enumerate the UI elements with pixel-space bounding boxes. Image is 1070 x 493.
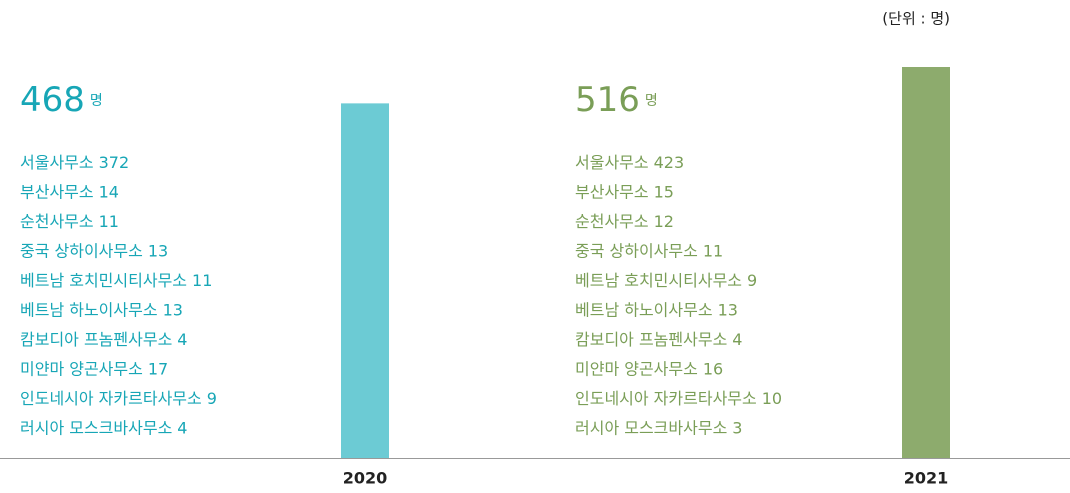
total-value: 468 명 [20,80,103,120]
office-row: 캄보디아 프놈펜사무소 4 [575,330,742,349]
office-count: 9 [747,271,757,290]
office-name: 서울사무소 [575,153,649,172]
office-row: 중국 상하이사무소 13 [20,241,168,260]
office-name: 중국 상하이사무소 [575,241,698,260]
office-name: 베트남 하노이사무소 [575,300,713,319]
office-row: 베트남 하노이사무소 13 [20,300,183,319]
office-name: 부산사무소 [575,182,649,201]
office-count: 11 [192,271,212,290]
office-name: 베트남 호치민시티사무소 [575,271,742,290]
office-count: 10 [762,389,782,408]
office-row: 인도네시아 자카르타사무소 9 [20,389,217,408]
office-name: 미얀마 양곤사무소 [20,359,143,378]
office-row: 베트남 호치민시티사무소 11 [20,271,212,290]
office-count: 4 [177,418,187,437]
office-count: 12 [654,212,674,231]
office-row: 캄보디아 프놈펜사무소 4 [20,330,187,349]
office-row: 러시아 모스크바사무소 4 [20,418,187,437]
office-count: 4 [177,330,187,349]
office-row: 부산사무소 15 [575,182,674,201]
office-name: 서울사무소 [20,153,94,172]
bar [902,67,950,458]
total-number: 468 [20,80,85,120]
total-number: 516 [575,80,640,120]
office-name: 캄보디아 프놈펜사무소 [20,330,172,349]
office-name: 순천사무소 [575,212,649,231]
unit-label: (단위 : 명) [882,10,950,28]
total-unit: 명 [90,93,103,109]
office-name: 캄보디아 프놈펜사무소 [575,330,727,349]
office-row: 서울사무소 372 [20,153,129,172]
office-row: 부산사무소 14 [20,182,119,201]
office-count: 17 [148,359,168,378]
office-row: 미얀마 양곤사무소 17 [20,359,168,378]
total-value: 516 명 [575,80,658,120]
office-count: 15 [654,182,674,201]
office-name: 러시아 모스크바사무소 [20,418,172,437]
office-count: 3 [732,418,742,437]
office-name: 인도네시아 자카르타사무소 [575,389,757,408]
office-count: 4 [732,330,742,349]
office-row: 순천사무소 11 [20,212,119,231]
office-row: 베트남 하노이사무소 13 [575,300,738,319]
office-row: 러시아 모스크바사무소 3 [575,418,742,437]
office-name: 베트남 하노이사무소 [20,300,158,319]
x-tick-label: 2020 [343,469,388,488]
office-count: 11 [99,212,119,231]
office-count: 13 [718,300,738,319]
office-row: 서울사무소 423 [575,153,684,172]
office-row: 베트남 호치민시티사무소 9 [575,271,757,290]
office-count: 372 [99,153,130,172]
office-name: 순천사무소 [20,212,94,231]
office-count: 16 [703,359,723,378]
office-count: 13 [163,300,183,319]
office-name: 베트남 호치민시티사무소 [20,271,187,290]
office-count: 11 [703,241,723,260]
office-row: 인도네시아 자카르타사무소 10 [575,389,782,408]
office-count: 13 [148,241,168,260]
total-unit: 명 [645,93,658,109]
office-row: 순천사무소 12 [575,212,674,231]
office-name: 인도네시아 자카르타사무소 [20,389,202,408]
office-count: 14 [99,182,119,201]
office-count: 9 [207,389,217,408]
bar [341,103,389,458]
office-name: 러시아 모스크바사무소 [575,418,727,437]
x-tick-label: 2021 [904,469,949,488]
office-name: 부산사무소 [20,182,94,201]
office-name: 미얀마 양곤사무소 [575,359,698,378]
office-row: 중국 상하이사무소 11 [575,241,723,260]
office-count: 423 [654,153,685,172]
office-name: 중국 상하이사무소 [20,241,143,260]
office-row: 미얀마 양곤사무소 16 [575,359,723,378]
